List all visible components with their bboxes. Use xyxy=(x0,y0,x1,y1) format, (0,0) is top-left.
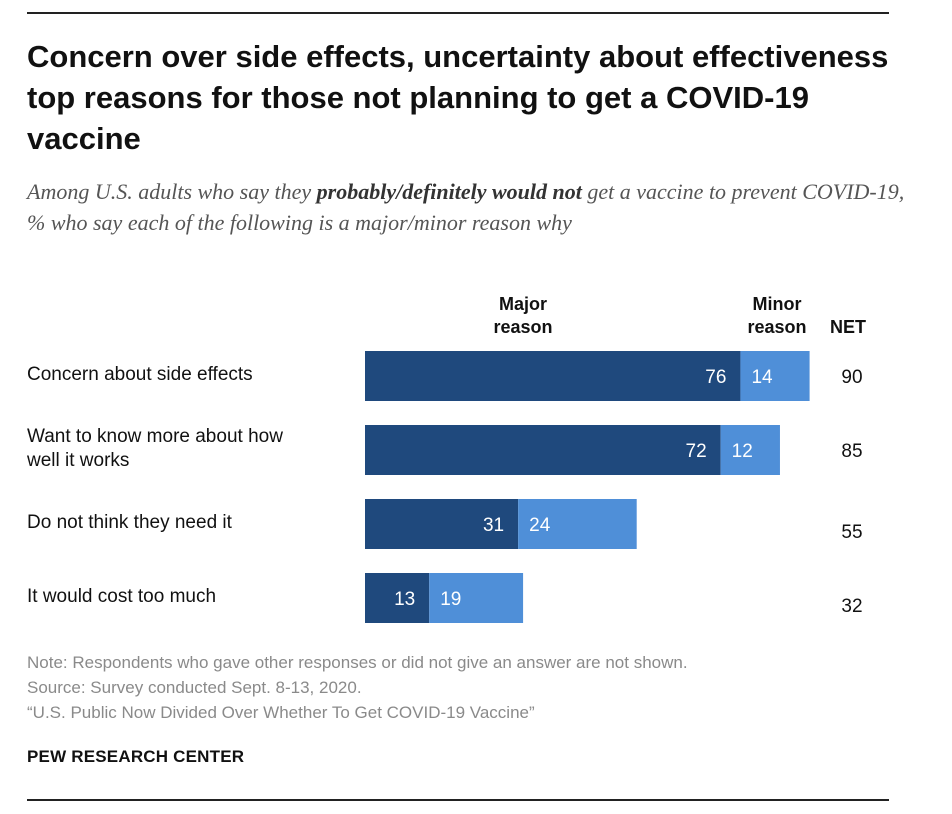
category-label: Concern about side effects xyxy=(27,364,253,385)
report-title-line: “U.S. Public Now Divided Over Whether To… xyxy=(27,703,535,722)
bottom-rule xyxy=(27,799,889,801)
minor-reason-header: Minor reason xyxy=(747,294,807,337)
net-header: NET xyxy=(830,317,866,337)
source-line: Source: Survey conducted Sept. 8-13, 202… xyxy=(27,678,362,697)
subtitle-part-2: get a vaccine to prevent COVID-19, % who… xyxy=(27,179,905,235)
minor-reason-value: 12 xyxy=(732,441,753,462)
source-organization: PEW RESEARCH CENTER xyxy=(27,747,245,766)
minor-reason-bar xyxy=(740,351,810,401)
category-label: well it works xyxy=(26,450,129,471)
category-label: Want to know more about how xyxy=(27,426,283,447)
notes: Note: Respondents who gave other respons… xyxy=(27,650,688,725)
chart-title: Concern over side effects, uncertainty a… xyxy=(27,39,889,156)
major-reason-header: Major reason xyxy=(493,294,553,337)
major-reason-value: 76 xyxy=(705,367,726,388)
net-value: 55 xyxy=(841,522,862,543)
minor-reason-value: 19 xyxy=(440,589,461,610)
major-reason-value: 13 xyxy=(394,589,415,610)
category-label: It would cost too much xyxy=(27,586,216,607)
minor-reason-bar xyxy=(720,425,780,475)
major-reason-bar xyxy=(365,499,519,549)
major-reason-value: 31 xyxy=(483,515,504,536)
minor-reason-bar xyxy=(518,499,637,549)
major-reason-bar xyxy=(365,425,721,475)
chart-subtitle: Among U.S. adults who say they probably/… xyxy=(27,176,907,238)
category-label: Do not think they need it xyxy=(27,512,233,533)
minor-reason-value: 14 xyxy=(751,367,773,388)
net-value: 32 xyxy=(841,596,862,617)
stacked-bar-chart: Concern about side effects 76 14 90 Want to … xyxy=(26,351,863,623)
minor-reason-value: 24 xyxy=(529,515,551,536)
net-value: 85 xyxy=(841,441,862,462)
major-reason-bar xyxy=(365,573,430,623)
minor-reason-bar xyxy=(429,573,524,623)
note-line: Note: Respondents who gave other respons… xyxy=(27,653,688,672)
major-reason-value: 72 xyxy=(686,441,707,462)
top-rule xyxy=(27,12,889,14)
net-value: 90 xyxy=(841,367,862,388)
major-reason-bar xyxy=(365,351,741,401)
subtitle-part-1: Among U.S. adults who say they xyxy=(27,179,317,204)
subtitle-emphasis: probably/definitely would not xyxy=(316,179,582,204)
